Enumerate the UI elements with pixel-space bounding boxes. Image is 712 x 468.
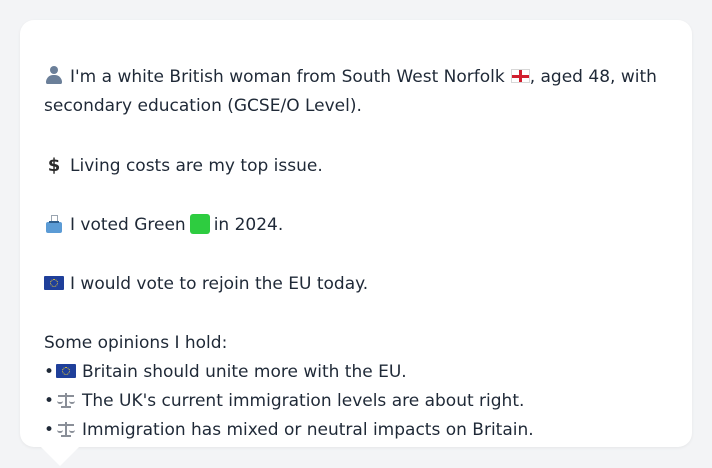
green-square-icon <box>189 214 210 234</box>
top-issue-paragraph: $ Living costs are my top issue. <box>44 151 668 181</box>
opinion-item: • The UK's current immigration levels are… <box>44 387 668 416</box>
england-flag-icon <box>510 69 530 83</box>
intro-paragraph: I'm a white British woman from South Wes… <box>44 63 668 121</box>
bullet: • <box>44 391 55 411</box>
eu-flag-icon <box>44 276 64 290</box>
opinion-text: Britain should unite more with the EU. <box>82 362 407 382</box>
vote-paragraph: I voted Green in 2024. <box>44 211 668 240</box>
eu-paragraph: I would vote to rejoin the EU today. <box>44 270 668 299</box>
opinion-item: • Immigration has mixed or neutral impact… <box>44 416 668 445</box>
intro-line-1: I'm a white British woman from South Wes… <box>44 63 668 92</box>
persona-message-bubble: I'm a white British woman from South Wes… <box>20 20 692 447</box>
opinion-text: Immigration has mixed or neutral impacts… <box>82 420 534 440</box>
bullet: • <box>44 362 55 382</box>
vote-line: I voted Green in 2024. <box>44 211 668 240</box>
intro-text: I'm a white British woman from South Wes… <box>70 67 505 87</box>
scales-icon <box>56 391 76 409</box>
opinions-header: Some opinions I hold: <box>44 333 228 353</box>
intro-age-text: , aged 48, with <box>529 67 657 87</box>
top-issue-line: $ Living costs are my top issue. <box>44 151 668 181</box>
dollar-icon: $ <box>47 155 61 176</box>
opinion-text: The UK's current immigration levels are … <box>82 391 525 411</box>
bubble-tail <box>40 446 80 466</box>
vote-suffix-text: in 2024. <box>213 215 284 235</box>
top-issue-text: Living costs are my top issue. <box>70 156 323 176</box>
bullet: • <box>44 420 55 440</box>
vote-prefix-text: I voted Green <box>70 215 186 235</box>
scales-icon <box>56 420 76 438</box>
person-icon <box>44 66 64 84</box>
intro-line-2: secondary education (GCSE/O Level). <box>44 96 362 116</box>
eu-flag-icon <box>56 364 76 378</box>
opinions-paragraph: Some opinions I hold: • Britain should un… <box>44 329 668 445</box>
opinion-item: • Britain should unite more with the EU. <box>44 358 668 387</box>
ballot-box-icon <box>44 215 64 233</box>
eu-line: I would vote to rejoin the EU today. <box>44 270 668 299</box>
eu-stance-text: I would vote to rejoin the EU today. <box>70 274 369 294</box>
